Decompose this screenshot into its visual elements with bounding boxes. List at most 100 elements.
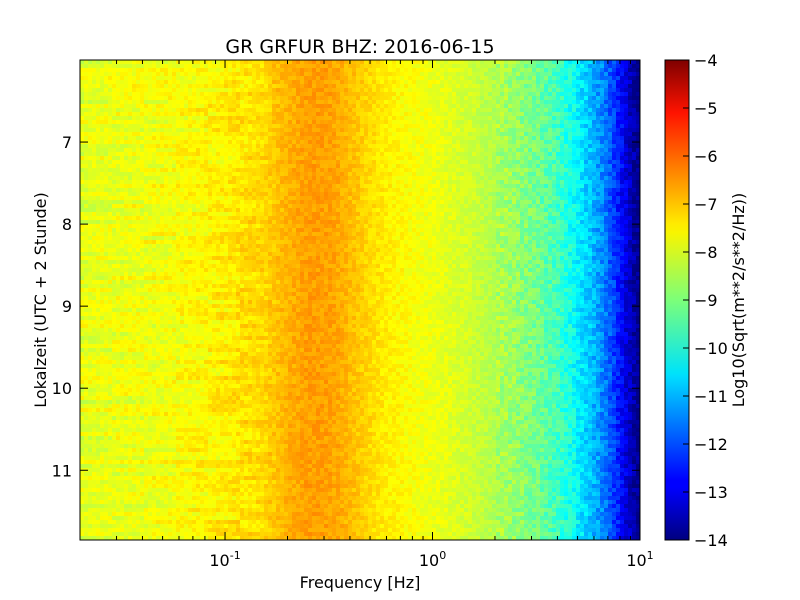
heatmap-cell — [412, 104, 417, 109]
heatmap-cell — [440, 188, 445, 193]
heatmap-cell — [572, 92, 577, 97]
heatmap-cell — [388, 172, 393, 177]
heatmap-cell — [204, 156, 209, 161]
heatmap-cell — [396, 140, 401, 145]
heatmap-cell — [92, 100, 97, 105]
heatmap-cell — [92, 124, 97, 129]
heatmap-cell — [156, 184, 161, 189]
heatmap-cell — [324, 132, 329, 137]
heatmap-cell — [356, 188, 361, 193]
heatmap-cell — [148, 180, 153, 185]
heatmap-cell — [128, 144, 133, 149]
heatmap-cell — [200, 92, 205, 97]
heatmap-cell — [540, 104, 545, 109]
heatmap-cell — [376, 184, 381, 189]
heatmap-cell — [440, 184, 445, 189]
heatmap-cell — [564, 124, 569, 129]
heatmap-cell — [628, 148, 633, 153]
heatmap-cell — [248, 156, 253, 161]
heatmap-cell — [120, 152, 125, 157]
heatmap-cell — [600, 152, 605, 157]
heatmap-cell — [164, 144, 169, 149]
heatmap-cell — [392, 144, 397, 149]
heatmap-cell — [284, 76, 289, 81]
heatmap-cell — [308, 80, 313, 85]
heatmap-cell — [368, 188, 373, 193]
heatmap-cell — [168, 80, 173, 85]
heatmap-cell — [508, 188, 513, 193]
heatmap-cell — [372, 80, 377, 85]
heatmap-cell — [264, 200, 269, 205]
heatmap-cell — [316, 72, 321, 77]
heatmap-cell — [496, 192, 501, 197]
heatmap-cell — [176, 116, 181, 121]
heatmap-cell — [288, 92, 293, 97]
heatmap-cell — [120, 156, 125, 161]
heatmap-cell — [324, 112, 329, 117]
heatmap-cell — [368, 192, 373, 197]
heatmap-cell — [224, 124, 229, 129]
heatmap-cell — [84, 60, 89, 65]
heatmap-cell — [380, 184, 385, 189]
heatmap-cell — [576, 116, 581, 121]
heatmap-cell — [444, 88, 449, 93]
heatmap-cell — [120, 144, 125, 149]
heatmap-cell — [104, 116, 109, 121]
heatmap-cell — [332, 116, 337, 121]
heatmap-cell — [572, 164, 577, 169]
heatmap-cell — [560, 108, 565, 113]
heatmap-cell — [388, 160, 393, 165]
heatmap-cell — [144, 72, 149, 77]
heatmap-cell — [336, 180, 341, 185]
heatmap-cell — [152, 172, 157, 177]
heatmap-cell — [300, 148, 305, 153]
heatmap-cell — [180, 184, 185, 189]
heatmap-cell — [364, 80, 369, 85]
heatmap-cell — [632, 116, 637, 121]
heatmap-cell — [208, 180, 213, 185]
heatmap-cell — [440, 196, 445, 201]
heatmap-cell — [320, 164, 325, 169]
heatmap-cell — [520, 124, 525, 129]
heatmap-cell — [324, 120, 329, 125]
heatmap-cell — [540, 176, 545, 181]
heatmap-cell — [388, 188, 393, 193]
heatmap-cell — [104, 92, 109, 97]
heatmap-cell — [360, 164, 365, 169]
heatmap-cell — [404, 136, 409, 141]
heatmap-cell — [508, 104, 513, 109]
heatmap-cell — [460, 140, 465, 145]
heatmap-cell — [588, 104, 593, 109]
heatmap-cell — [200, 188, 205, 193]
heatmap-cell — [244, 116, 249, 121]
heatmap-cell — [108, 176, 113, 181]
heatmap-cell — [380, 60, 385, 65]
heatmap-cell — [280, 140, 285, 145]
heatmap-cell — [252, 192, 257, 197]
heatmap-cell — [320, 184, 325, 189]
heatmap-cell — [488, 148, 493, 153]
heatmap-cell — [372, 156, 377, 161]
heatmap-cell — [312, 92, 317, 97]
heatmap-cell — [176, 180, 181, 185]
heatmap-cell — [428, 152, 433, 157]
heatmap-cell — [324, 196, 329, 201]
heatmap-cell — [212, 188, 217, 193]
heatmap-cell — [476, 156, 481, 161]
heatmap-cell — [352, 116, 357, 121]
heatmap-cell — [332, 84, 337, 89]
heatmap-cell — [192, 60, 197, 65]
heatmap-cell — [140, 148, 145, 153]
heatmap-cell — [376, 92, 381, 97]
heatmap-cell — [184, 200, 189, 205]
heatmap-cell — [544, 84, 549, 89]
heatmap-cell — [156, 80, 161, 85]
heatmap-cell — [508, 184, 513, 189]
heatmap-cell — [576, 140, 581, 145]
heatmap-cell — [464, 64, 469, 69]
heatmap-cell — [180, 100, 185, 105]
heatmap-cell — [92, 164, 97, 169]
heatmap-cell — [524, 156, 529, 161]
heatmap-cell — [196, 68, 201, 73]
heatmap-cell — [440, 108, 445, 113]
